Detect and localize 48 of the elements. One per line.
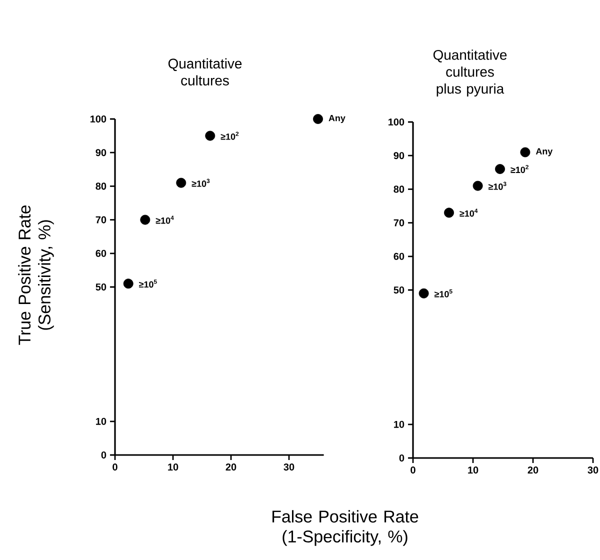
point <box>313 114 323 124</box>
y-tick-label: 50 <box>96 283 106 291</box>
point <box>205 130 216 141</box>
y-tick-label: 60 <box>96 250 106 257</box>
annotation: Any <box>536 148 553 156</box>
x-tick-label: 0 <box>112 464 118 471</box>
y-tick-label: 90 <box>96 149 106 156</box>
point <box>495 164 505 174</box>
y-tick-label: 0 <box>101 451 106 459</box>
y-tick-label: 60 <box>394 252 404 260</box>
x-tick-label: 0 <box>410 466 416 474</box>
x-tick-label: 30 <box>284 464 294 471</box>
annotation: ≥10$^{2}$ <box>510 165 528 174</box>
annotation: ≥10$^{2}$ <box>220 132 239 140</box>
y-tick-label: 80 <box>394 186 404 193</box>
y-tick-label: 80 <box>96 182 106 190</box>
y-tick-label: 10 <box>394 420 404 428</box>
y-tick-label: 90 <box>394 152 404 160</box>
y-tick-label: 70 <box>394 219 404 226</box>
x-tick-label: 10 <box>468 466 478 474</box>
point <box>123 278 134 289</box>
point <box>140 214 150 225</box>
point <box>418 288 429 298</box>
annotation: ≥10$^{3}$ <box>488 182 506 190</box>
y-tick-label: 10 <box>96 418 106 425</box>
x-tick-label: 30 <box>588 466 598 474</box>
annotation: ≥10$^{4}$ <box>460 208 478 217</box>
annotation: Any <box>328 114 346 124</box>
y-tick-label: 50 <box>394 286 404 294</box>
x-tick-label: 10 <box>168 464 178 471</box>
point <box>176 178 186 188</box>
annotation: ≥10$^{4}$ <box>156 216 174 224</box>
y-tick-label: 70 <box>96 216 106 224</box>
annotation: ≥10$^{5}$ <box>434 289 452 298</box>
annotation: ≥10$^{3}$ <box>192 178 210 187</box>
x-axis-title: False Positive Rate (1-Specificity, %) <box>272 510 418 546</box>
point <box>520 147 530 158</box>
chart-title: Quantitative cultures <box>168 58 242 86</box>
y-axis-title: True Positive Rate (Sensitivity, %) <box>18 205 54 345</box>
x-tick-label: 20 <box>226 464 236 471</box>
y-tick-label: 100 <box>388 118 404 126</box>
annotation: ≥10$^{5}$ <box>139 280 157 288</box>
point <box>444 208 454 218</box>
x-tick-label: 20 <box>528 466 538 474</box>
y-tick-label: 0 <box>399 454 404 462</box>
point <box>472 180 483 191</box>
y-tick-label: 100 <box>90 115 106 123</box>
chart-title: Quantitative cultures plus pyuria <box>433 50 507 96</box>
